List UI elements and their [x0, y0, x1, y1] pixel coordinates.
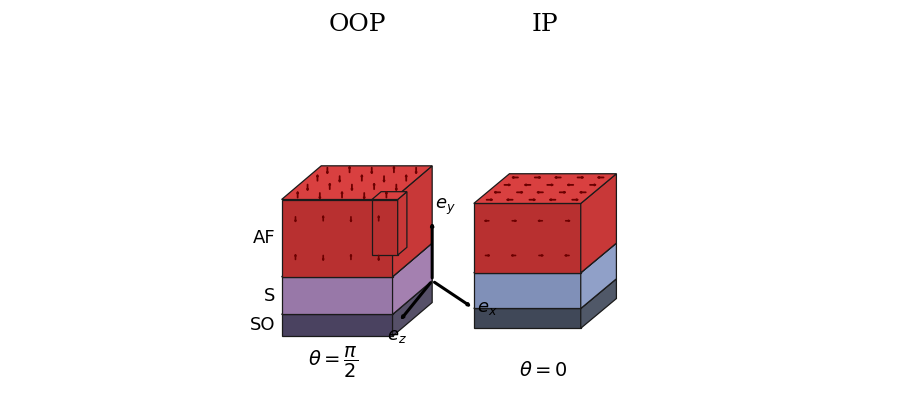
Text: AF: AF	[253, 229, 275, 247]
Polygon shape	[372, 200, 398, 255]
Polygon shape	[282, 277, 392, 314]
Text: A: A	[375, 176, 383, 188]
Polygon shape	[580, 279, 616, 328]
Text: $\theta = \dfrac{\pi}{2}$: $\theta = \dfrac{\pi}{2}$	[308, 345, 358, 380]
Polygon shape	[580, 243, 616, 308]
Polygon shape	[392, 166, 432, 277]
Polygon shape	[282, 200, 392, 277]
Text: S: S	[265, 286, 275, 304]
Polygon shape	[473, 203, 580, 273]
Polygon shape	[282, 281, 432, 314]
Polygon shape	[282, 243, 432, 277]
Text: $e_y$: $e_y$	[436, 197, 456, 217]
Polygon shape	[392, 243, 432, 314]
Polygon shape	[580, 174, 616, 273]
Polygon shape	[392, 281, 432, 336]
Text: $\theta = 0$: $\theta = 0$	[518, 361, 568, 380]
Text: $e_z$: $e_z$	[386, 327, 407, 345]
Text: IP: IP	[532, 13, 558, 36]
Text: OOP: OOP	[328, 13, 385, 36]
Polygon shape	[282, 166, 432, 200]
Polygon shape	[473, 243, 616, 273]
Polygon shape	[473, 273, 580, 308]
Polygon shape	[372, 192, 407, 200]
Text: SO: SO	[250, 316, 275, 334]
Polygon shape	[473, 174, 616, 203]
Text: $e_x$: $e_x$	[477, 300, 498, 318]
Polygon shape	[282, 314, 392, 336]
Polygon shape	[473, 308, 580, 328]
Polygon shape	[473, 279, 616, 308]
Polygon shape	[398, 192, 407, 255]
Text: B: B	[386, 176, 394, 188]
